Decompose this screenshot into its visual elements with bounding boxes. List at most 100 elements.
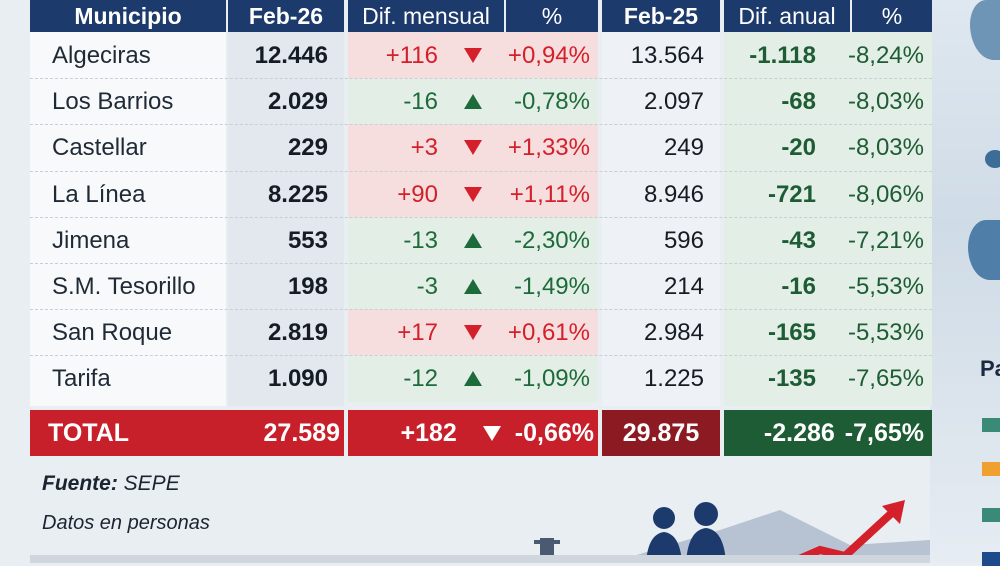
row-divider bbox=[30, 309, 932, 311]
total-label: TOTAL bbox=[48, 418, 130, 447]
municipio-name: La Línea bbox=[52, 180, 146, 208]
legend-title-partial: Pa bbox=[980, 356, 1000, 381]
arrow-down-icon bbox=[464, 325, 482, 341]
feb26-value: 229 bbox=[287, 134, 328, 162]
total-dif-mensual: +182 bbox=[400, 418, 457, 447]
municipio-name: S.M. Tesorillo bbox=[52, 273, 196, 300]
pct-mensual-value: +0,94% bbox=[507, 42, 590, 69]
total-dif-anual: -2.286 bbox=[763, 418, 835, 447]
header-pct-anual: % bbox=[852, 0, 932, 32]
row-divider bbox=[30, 78, 932, 80]
pct-mensual-value: -2,30% bbox=[513, 226, 590, 254]
units-note: Datos en personas bbox=[42, 512, 210, 534]
dif-mensual-value: +90 bbox=[397, 180, 438, 208]
arrow-down-icon bbox=[464, 186, 482, 202]
header-feb25: Feb-25 bbox=[602, 0, 720, 32]
dif-mensual-value: +17 bbox=[397, 319, 438, 347]
header-dif-anual: Dif. anual bbox=[724, 0, 850, 32]
total-feb26: 27.589 bbox=[263, 418, 340, 447]
total-feb25-cell: 29.875 bbox=[602, 410, 720, 456]
row-divider bbox=[30, 124, 932, 126]
arrow-down-icon bbox=[464, 140, 482, 156]
pct-anual-value: -8,03% bbox=[847, 88, 924, 116]
arrow-down-icon bbox=[482, 425, 501, 441]
column-bg bbox=[724, 32, 932, 406]
dif-anual-value: -68 bbox=[781, 88, 816, 116]
dif-anual-value: -20 bbox=[781, 134, 816, 162]
person-icon bbox=[686, 528, 726, 563]
source-value: SEPE bbox=[123, 472, 180, 495]
feb26-value: 8.225 bbox=[267, 180, 328, 208]
dif-mensual-value: -12 bbox=[403, 365, 438, 393]
total-pct-anual: -7,65% bbox=[844, 418, 924, 447]
pct-anual-value: -8,24% bbox=[847, 42, 924, 69]
pct-anual-value: -7,21% bbox=[847, 226, 924, 254]
person-icon bbox=[653, 507, 675, 529]
pct-mensual-value: -1,49% bbox=[513, 273, 590, 300]
feb26-value: 553 bbox=[287, 226, 328, 254]
feb25-value: 596 bbox=[663, 226, 704, 254]
arrow-down-icon bbox=[464, 48, 482, 63]
column-bg bbox=[602, 32, 720, 406]
feb25-value: 214 bbox=[663, 273, 704, 300]
header-pct-mensual: % bbox=[506, 0, 598, 32]
feb25-value: 249 bbox=[663, 134, 704, 162]
legend-swatch bbox=[982, 462, 1000, 476]
feb26-value: 1.090 bbox=[267, 365, 328, 393]
dif-mensual-value: +3 bbox=[410, 134, 438, 162]
feb25-value: 13.564 bbox=[630, 42, 704, 69]
pct-mensual-value: -1,09% bbox=[513, 365, 590, 393]
dif-anual-value: -43 bbox=[781, 226, 816, 254]
legend-swatch bbox=[982, 552, 1000, 566]
feb25-value: 2.984 bbox=[643, 319, 704, 347]
header-dif-mensual: Dif. mensual bbox=[348, 0, 504, 32]
municipio-name: San Roque bbox=[52, 319, 173, 347]
total-row-left: TOTAL 27.589 bbox=[30, 410, 344, 456]
dif-anual-value: -1.118 bbox=[749, 42, 816, 69]
map-region bbox=[985, 150, 1000, 168]
feb26-value: 2.819 bbox=[267, 319, 328, 347]
feb25-value: 2.097 bbox=[643, 88, 704, 116]
municipio-name: Tarifa bbox=[52, 365, 111, 393]
pct-mensual-value: +1,11% bbox=[509, 180, 590, 208]
footer-band bbox=[30, 555, 930, 563]
column-bg bbox=[228, 32, 344, 406]
person-icon bbox=[694, 502, 718, 526]
pct-anual-value: -5,53% bbox=[847, 319, 924, 347]
map-region bbox=[968, 220, 1000, 280]
dif-anual-value: -721 bbox=[767, 180, 816, 208]
dif-mensual-value: +116 bbox=[385, 42, 438, 69]
pct-anual-value: -5,53% bbox=[847, 273, 924, 300]
municipio-name: Los Barrios bbox=[52, 88, 174, 116]
arrow-up-icon bbox=[464, 371, 482, 387]
pct-anual-value: -7,65% bbox=[847, 365, 924, 393]
header-municipio: Municipio bbox=[30, 0, 226, 32]
row-divider bbox=[30, 170, 932, 173]
dif-anual-value: -135 bbox=[767, 365, 816, 393]
arrow-up-icon bbox=[464, 94, 482, 110]
source-line: Fuente: SEPE bbox=[42, 472, 180, 495]
header-feb26: Feb-26 bbox=[228, 0, 344, 32]
dif-anual-value: -16 bbox=[781, 273, 816, 300]
pct-mensual-value: +0,61% bbox=[507, 319, 590, 347]
dif-mensual-value: -16 bbox=[403, 88, 438, 116]
feb26-value: 2.029 bbox=[267, 88, 328, 116]
row-divider bbox=[30, 355, 932, 357]
legend-swatch bbox=[982, 508, 1000, 522]
legend-swatch bbox=[982, 418, 1000, 432]
feb25-value: 1.225 bbox=[643, 365, 704, 393]
municipio-name: Jimena bbox=[52, 226, 130, 254]
arrow-up-icon bbox=[464, 279, 482, 294]
map-background bbox=[930, 0, 1000, 563]
municipio-name: Castellar bbox=[52, 134, 147, 162]
dif-mensual-value: -13 bbox=[403, 226, 438, 254]
feb25-value: 8.946 bbox=[643, 180, 704, 208]
dif-mensual-value: -3 bbox=[416, 273, 438, 300]
decorative-illustration bbox=[534, 500, 930, 563]
pct-mensual-value: -0,78% bbox=[513, 88, 590, 116]
arrow-up-icon bbox=[464, 232, 482, 248]
feb26-value: 12.446 bbox=[254, 42, 328, 69]
pct-anual-value: -8,03% bbox=[847, 134, 924, 162]
pct-anual-value: -8,06% bbox=[847, 180, 924, 208]
pct-mensual-value: +1,33% bbox=[507, 134, 590, 162]
